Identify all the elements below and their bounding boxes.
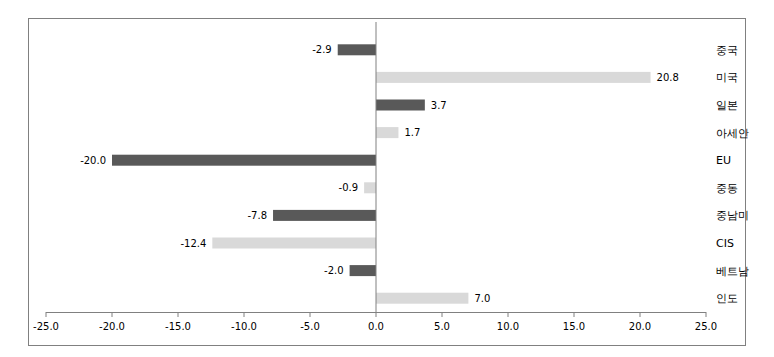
category-label: 아세안 xyxy=(716,127,749,140)
data-label: -7.8 xyxy=(248,210,268,221)
tick-mark xyxy=(574,312,575,317)
category-label: 베트남 xyxy=(716,265,749,278)
data-label: 7.0 xyxy=(474,293,490,304)
tick-label: 15.0 xyxy=(563,321,585,332)
tick-label: 25.0 xyxy=(695,321,717,332)
chart-svg: -25.0 -20.0 -15.0 -10.0 -5.0 0.0 5.0 10.0 15.0 20… xyxy=(0,0,774,357)
bar xyxy=(350,265,376,276)
tick-label: -25.0 xyxy=(33,321,59,332)
category-label: 중국 xyxy=(716,44,738,57)
data-label: -20.0 xyxy=(80,155,106,166)
data-label: -2.0 xyxy=(324,265,344,276)
tick-mark xyxy=(376,312,377,317)
tick-mark xyxy=(310,312,311,317)
bar xyxy=(112,155,376,166)
tick-mark xyxy=(244,312,245,317)
tick-mark xyxy=(112,312,113,317)
tick-mark xyxy=(46,312,47,317)
category-label: EU xyxy=(716,154,731,167)
bar xyxy=(376,72,651,83)
data-label: -0.9 xyxy=(339,182,359,193)
data-label: 3.7 xyxy=(431,100,447,111)
data-label: -12.4 xyxy=(180,238,206,249)
tick-mark xyxy=(442,312,443,317)
data-label: 20.8 xyxy=(657,72,679,83)
category-label: 중남미 xyxy=(716,209,749,222)
bar xyxy=(376,100,425,111)
chart-frame xyxy=(29,19,746,346)
tick-label: -5.0 xyxy=(300,321,320,332)
category-label: 중동 xyxy=(716,182,738,195)
tick-label: 5.0 xyxy=(434,321,450,332)
category-label: 일본 xyxy=(716,99,738,112)
data-label: 1.7 xyxy=(404,127,420,138)
tick-label: -20.0 xyxy=(99,321,125,332)
category-label: 미국 xyxy=(716,71,738,84)
tick-label: 0.0 xyxy=(368,321,384,332)
tick-mark xyxy=(640,312,641,317)
bar xyxy=(364,182,376,193)
tick-label: -10.0 xyxy=(231,321,257,332)
category-label: 인도 xyxy=(716,292,738,305)
tick-mark xyxy=(706,312,707,317)
bar xyxy=(273,210,376,221)
bar xyxy=(376,293,468,304)
bar xyxy=(376,127,398,138)
tick-label: -15.0 xyxy=(165,321,191,332)
tick-label: 10.0 xyxy=(497,321,519,332)
category-axis-line xyxy=(376,22,377,312)
data-label: -2.9 xyxy=(312,44,332,55)
tick-label: 20.0 xyxy=(629,321,651,332)
tick-mark xyxy=(178,312,179,317)
tick-mark xyxy=(508,312,509,317)
bar xyxy=(212,238,376,249)
chart-container: -25.0 -20.0 -15.0 -10.0 -5.0 0.0 5.0 10.0 15.0 20… xyxy=(0,0,774,357)
bar xyxy=(338,44,376,55)
bars xyxy=(112,44,651,303)
category-label: CIS xyxy=(716,237,734,250)
